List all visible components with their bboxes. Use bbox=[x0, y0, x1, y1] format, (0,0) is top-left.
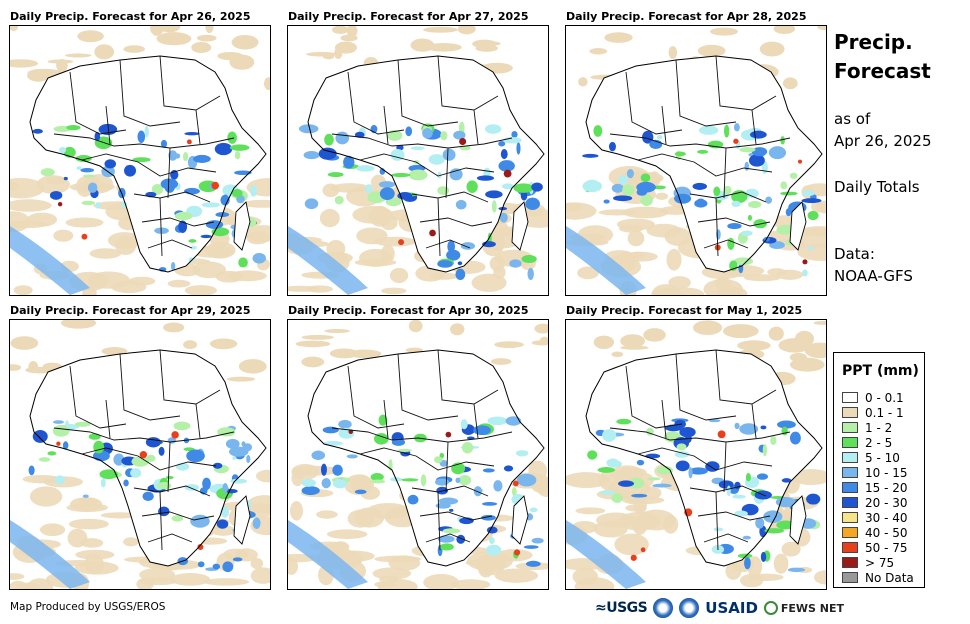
forecast-map-4 bbox=[9, 319, 271, 590]
state-dept-seal-icon bbox=[679, 598, 700, 618]
legend-item: 0.1 - 1 bbox=[842, 405, 904, 420]
legend-swatch bbox=[842, 482, 858, 493]
globe-icon bbox=[763, 601, 778, 615]
usgs-logo: ≈USGS bbox=[595, 600, 648, 616]
side-title: Precip. Forecast bbox=[834, 28, 931, 86]
legend-swatch bbox=[842, 452, 858, 463]
legend-label: 50 - 75 bbox=[865, 540, 908, 555]
legend-label: 0.1 - 1 bbox=[865, 405, 904, 420]
legend-item: 5 - 10 bbox=[842, 450, 900, 465]
panel-title-2: Daily Precip. Forecast for Apr 27, 2025 bbox=[288, 10, 529, 23]
legend-swatch bbox=[842, 527, 858, 538]
data-source: NOAA-GFS bbox=[834, 267, 913, 285]
legend-item: 1 - 2 bbox=[842, 420, 892, 435]
logo-strip: ≈USGS USAID FEWS NET bbox=[595, 597, 844, 619]
legend-swatch bbox=[842, 572, 858, 583]
data-label: Data: bbox=[834, 245, 875, 263]
legend-swatch bbox=[842, 407, 858, 418]
as-of-label: as of bbox=[834, 110, 871, 128]
legend-item: > 75 bbox=[842, 555, 894, 570]
legend-label: 40 - 50 bbox=[865, 525, 908, 540]
forecast-map-3 bbox=[565, 25, 827, 296]
legend-item: No Data bbox=[842, 570, 914, 585]
legend-label: 1 - 2 bbox=[865, 420, 893, 435]
data-source-block: Data: NOAA-GFS bbox=[834, 243, 913, 287]
fews-net-logo: FEWS NET bbox=[763, 601, 845, 615]
legend-item: 40 - 50 bbox=[842, 525, 908, 540]
legend-swatch bbox=[842, 542, 858, 553]
legend-label: 2 - 5 bbox=[865, 435, 893, 450]
panel-title-4: Daily Precip. Forecast for Apr 29, 2025 bbox=[10, 304, 251, 317]
forecast-map-1 bbox=[9, 25, 271, 296]
side-title-line1: Precip. bbox=[834, 30, 913, 54]
fews-net-label: FEWS NET bbox=[780, 601, 845, 615]
legend-item: 30 - 40 bbox=[842, 510, 908, 525]
legend-swatch bbox=[842, 497, 858, 508]
legend-title: PPT (mm) bbox=[842, 363, 919, 379]
forecast-map-2 bbox=[287, 25, 549, 296]
legend-label: > 75 bbox=[865, 555, 895, 570]
legend-item: 15 - 20 bbox=[842, 480, 908, 495]
panel-title-6: Daily Precip. Forecast for May 1, 2025 bbox=[566, 304, 803, 317]
legend-label: 10 - 15 bbox=[865, 465, 908, 480]
as-of-block: as of Apr 26, 2025 bbox=[834, 108, 932, 152]
side-title-line2: Forecast bbox=[834, 59, 931, 83]
map-credit: Map Produced by USGS/EROS bbox=[10, 601, 166, 613]
forecast-map-6 bbox=[565, 319, 827, 590]
legend-item: 2 - 5 bbox=[842, 435, 892, 450]
daily-totals-label: Daily Totals bbox=[834, 178, 920, 196]
legend-label: 0 - 0.1 bbox=[865, 390, 904, 405]
legend-label: 5 - 10 bbox=[865, 450, 900, 465]
legend-label: No Data bbox=[865, 570, 914, 585]
panel-title-3: Daily Precip. Forecast for Apr 28, 2025 bbox=[566, 10, 807, 23]
as-of-date: Apr 26, 2025 bbox=[834, 132, 932, 150]
legend-label: 20 - 30 bbox=[865, 495, 908, 510]
panel-title-1: Daily Precip. Forecast for Apr 26, 2025 bbox=[10, 10, 251, 23]
legend-label: 15 - 20 bbox=[865, 480, 908, 495]
legend-item: 0 - 0.1 bbox=[842, 390, 904, 405]
usaid-logo: USAID bbox=[705, 599, 758, 617]
legend-swatch bbox=[842, 467, 858, 478]
forecast-map-5 bbox=[287, 319, 549, 590]
legend-swatch bbox=[842, 392, 858, 403]
noaa-logo-icon bbox=[653, 598, 674, 618]
legend-swatch bbox=[842, 512, 858, 523]
legend-swatch bbox=[842, 437, 858, 448]
legend-swatch bbox=[842, 557, 858, 568]
panel-title-5: Daily Precip. Forecast for Apr 30, 2025 bbox=[288, 304, 529, 317]
legend-item: 20 - 30 bbox=[842, 495, 908, 510]
legend-item: 50 - 75 bbox=[842, 540, 908, 555]
legend-item: 10 - 15 bbox=[842, 465, 908, 480]
legend-label: 30 - 40 bbox=[865, 510, 908, 525]
legend-swatch bbox=[842, 422, 858, 433]
